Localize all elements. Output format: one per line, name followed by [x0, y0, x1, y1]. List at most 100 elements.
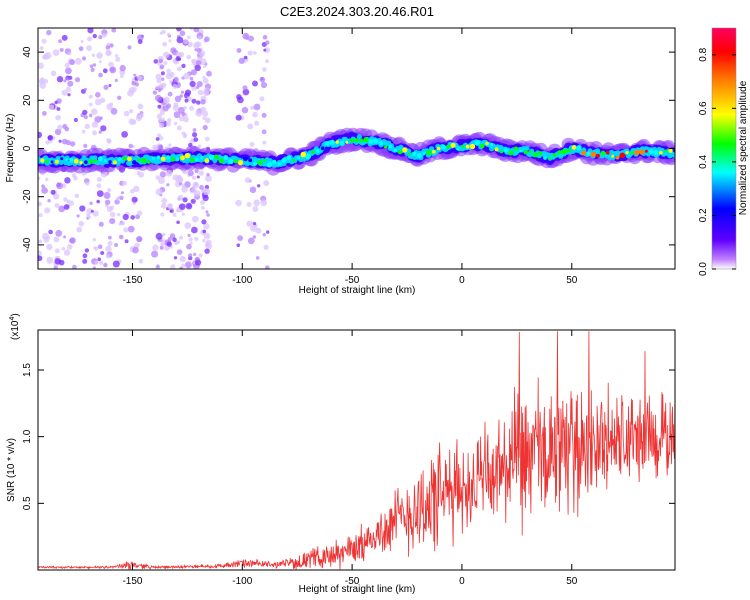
- noise-speckle: [54, 128, 62, 136]
- noise-speckle: [58, 205, 66, 213]
- ridge-hotspot: [523, 150, 528, 155]
- noise-speckle: [257, 184, 261, 188]
- noise-speckle: [252, 235, 257, 239]
- noise-speckle: [48, 229, 53, 235]
- ridge-hotspot: [548, 156, 552, 160]
- noise-speckle: [93, 246, 97, 250]
- snr-series-line: [38, 331, 675, 570]
- noise-speckle: [76, 226, 83, 233]
- noise-speckle: [46, 243, 53, 251]
- noise-speckle: [265, 40, 270, 45]
- noise-speckle: [161, 77, 165, 81]
- noise-speckle: [169, 209, 173, 213]
- noise-speckle: [47, 199, 51, 203]
- ridge-point: [429, 146, 435, 152]
- ridge-hotspot: [165, 155, 171, 160]
- noise-speckle: [190, 198, 196, 204]
- noise-speckle: [61, 246, 65, 251]
- noise-speckle: [104, 199, 111, 205]
- ridge-hotspot: [532, 152, 538, 158]
- noise-speckle: [252, 111, 258, 118]
- ridge-hotspot: [397, 150, 403, 155]
- noise-speckle: [199, 185, 204, 190]
- noise-speckle: [62, 124, 68, 129]
- noise-speckle: [74, 57, 82, 65]
- ridge-hotspot: [73, 158, 79, 164]
- noise-speckle: [107, 188, 112, 193]
- noise-speckle: [92, 266, 96, 269]
- noise-speckle: [86, 208, 93, 215]
- ridge-hotspot: [461, 144, 465, 148]
- noise-speckle: [185, 261, 192, 269]
- noise-speckle: [128, 143, 133, 149]
- noise-speckle: [81, 56, 87, 61]
- noise-speckle: [69, 141, 76, 147]
- noise-speckle: [94, 98, 102, 106]
- ridge-hotspot: [329, 139, 335, 145]
- noise-speckle: [54, 248, 60, 254]
- spectrogram-y-tick-label: 20: [22, 94, 33, 106]
- noise-speckle: [202, 76, 206, 80]
- ridge-hotspot: [378, 141, 383, 146]
- ridge-hotspot: [248, 158, 253, 163]
- noise-speckle: [185, 203, 193, 210]
- noise-speckle: [195, 256, 200, 261]
- ridge-hotspot: [88, 159, 93, 164]
- snr-panel: -150 -100 -50 0 50 0.5 1.0 1.5 Height of straig…: [6, 313, 676, 595]
- noise-speckle: [179, 203, 186, 210]
- ridge-hotspot: [54, 159, 59, 164]
- ridge-point: [356, 134, 362, 140]
- noise-speckle: [249, 141, 255, 147]
- noise-speckle: [90, 209, 94, 213]
- noise-speckle: [132, 246, 139, 254]
- ridge-hotspot: [112, 160, 117, 165]
- noise-speckle: [189, 106, 195, 111]
- noise-speckle: [131, 81, 136, 86]
- ridge-hotspot: [388, 144, 393, 149]
- noise-speckle: [58, 139, 62, 143]
- noise-speckle: [109, 211, 116, 218]
- noise-speckle: [162, 105, 169, 112]
- ridge-hotspot: [315, 149, 320, 153]
- noise-speckle: [67, 80, 74, 87]
- ridge-hotspot: [50, 160, 54, 164]
- noise-speckle: [98, 221, 104, 227]
- noise-speckle: [177, 194, 184, 201]
- ridge-hotspot: [266, 161, 273, 168]
- noise-speckle: [100, 125, 107, 132]
- noise-speckle: [166, 32, 171, 37]
- noise-speckle: [83, 143, 88, 148]
- snr-x-tick-label: -50: [345, 576, 360, 587]
- noise-speckle: [103, 84, 109, 90]
- noise-speckle: [196, 100, 201, 105]
- noise-speckle: [187, 233, 191, 237]
- noise-speckle: [179, 255, 186, 263]
- noise-speckle: [48, 104, 55, 110]
- colorbar-gradient: [711, 27, 737, 270]
- noise-speckle: [158, 58, 163, 64]
- ridge-hotspot: [170, 157, 176, 162]
- noise-speckle: [78, 46, 84, 52]
- noise-speckle: [117, 213, 121, 217]
- noise-speckle: [263, 48, 267, 52]
- noise-speckle: [91, 53, 96, 57]
- noise-speckle: [184, 181, 191, 188]
- ridge-hotspot: [469, 143, 476, 150]
- noise-speckle: [262, 67, 267, 72]
- noise-speckle: [133, 73, 137, 77]
- snr-y-tick-label: 1.5: [22, 363, 33, 377]
- noise-speckle: [136, 236, 143, 243]
- noise-speckle: [249, 186, 257, 194]
- noise-speckle: [265, 59, 269, 64]
- noise-speckle: [202, 238, 206, 243]
- noise-speckle: [187, 41, 193, 48]
- noise-speckle: [159, 245, 164, 250]
- ridge-hotspot: [383, 145, 388, 149]
- noise-speckle: [163, 61, 168, 66]
- noise-speckle: [192, 128, 197, 132]
- ridge-hotspot: [571, 145, 577, 150]
- ridge-hotspot: [664, 149, 668, 153]
- noise-speckle: [202, 124, 208, 131]
- noise-speckle: [102, 68, 108, 74]
